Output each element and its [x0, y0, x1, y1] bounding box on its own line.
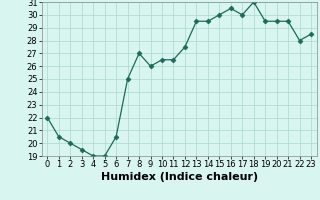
X-axis label: Humidex (Indice chaleur): Humidex (Indice chaleur)	[100, 172, 258, 182]
